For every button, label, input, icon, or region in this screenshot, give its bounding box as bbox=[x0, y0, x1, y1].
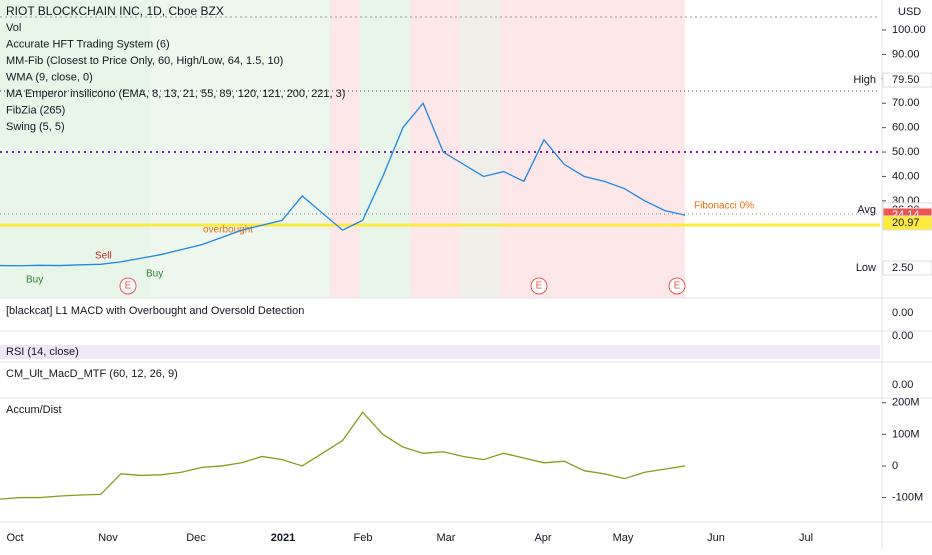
earnings-marker bbox=[530, 277, 548, 295]
panel-title: [blackcat] L1 MACD with Overbought and O… bbox=[6, 305, 304, 317]
y-tick-label: 40.00 bbox=[892, 170, 920, 182]
backgrounds bbox=[0, 0, 880, 359]
panel-axis-label: 0.00 bbox=[892, 330, 913, 342]
badge-name: Low bbox=[856, 262, 876, 274]
earnings-marker bbox=[119, 277, 137, 295]
annotation: E bbox=[125, 281, 132, 292]
y-tick-label: 0 bbox=[892, 460, 898, 472]
y-tick-label: 200M bbox=[892, 397, 920, 409]
badge-name: High bbox=[853, 74, 876, 86]
y-tick-label: 50.00 bbox=[892, 146, 920, 158]
indicator-label: FibZia (265) bbox=[6, 104, 65, 116]
series-line bbox=[0, 411, 686, 500]
y-tick-label: 70.00 bbox=[892, 97, 920, 109]
x-tick-label: May bbox=[613, 532, 634, 544]
badge-label: 79.50 bbox=[892, 74, 920, 86]
panel-title: RSI (14, close) bbox=[6, 346, 79, 358]
indicator-label: MA Emperor insilicono (EMA, 8, 13, 21, 5… bbox=[6, 88, 345, 100]
panel-axis-label: 0.00 bbox=[892, 307, 913, 319]
y-tick-label: 90.00 bbox=[892, 48, 920, 60]
panel-title: Accum/Dist bbox=[6, 404, 62, 416]
y-tick-label: 100.00 bbox=[892, 24, 926, 36]
annotation: Buy bbox=[146, 269, 163, 280]
indicator-label: MM-Fib (Closest to Price Only, 60, High/… bbox=[6, 55, 283, 67]
annotation: E bbox=[536, 281, 543, 292]
y-tick-label: 100M bbox=[892, 428, 920, 440]
indicator-label: Swing (5, 5) bbox=[6, 121, 65, 133]
y-tick-label: -100M bbox=[892, 491, 923, 503]
annotation: E bbox=[674, 281, 681, 292]
price-badge bbox=[882, 72, 932, 88]
indicator-label: Accurate HFT Trading System (6) bbox=[6, 38, 170, 50]
x-tick-label: Feb bbox=[354, 532, 373, 544]
x-tick-label: Oct bbox=[6, 532, 23, 544]
badge-label: 2.50 bbox=[892, 262, 913, 274]
x-tick-label: Jul bbox=[799, 532, 813, 544]
symbol-title: RIOT BLOCKCHAIN INC, 1D, Cboe BZX bbox=[6, 4, 224, 18]
indicator-label: WMA (9, close, 0) bbox=[6, 71, 93, 83]
currency: USD bbox=[898, 6, 921, 18]
annotation: overbought bbox=[203, 225, 253, 236]
indicator-label: Vol bbox=[6, 22, 21, 34]
x-tick-label: Nov bbox=[98, 532, 118, 544]
price-badge bbox=[882, 260, 932, 276]
annotation: Sell bbox=[95, 251, 112, 262]
series-line bbox=[0, 101, 686, 267]
price-badge bbox=[882, 215, 932, 231]
x-tick-label: Mar bbox=[437, 532, 456, 544]
badge-name: Avg bbox=[857, 204, 876, 216]
earnings-marker bbox=[668, 277, 686, 295]
y-tick-label: 60.00 bbox=[892, 122, 920, 134]
annotation: Fibonacci 0% bbox=[694, 201, 754, 212]
x-tick-label: Apr bbox=[534, 532, 551, 544]
x-tick-label: Jun bbox=[707, 532, 725, 544]
badge-label: 20.97 bbox=[892, 217, 920, 229]
annotation: Buy bbox=[26, 275, 43, 286]
panel-axis-label: 0.00 bbox=[892, 379, 913, 391]
x-tick-label: Dec bbox=[186, 532, 206, 544]
x-tick-label: 2021 bbox=[271, 532, 295, 544]
panel-title: CM_Ult_MacD_MTF (60, 12, 26, 9) bbox=[6, 368, 178, 380]
